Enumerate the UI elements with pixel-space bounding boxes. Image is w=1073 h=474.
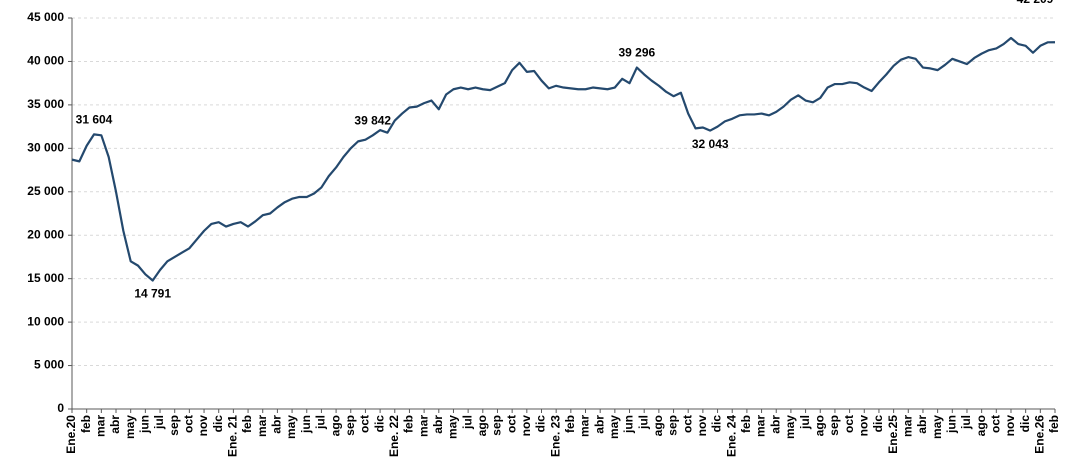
- x-tick-label: mar: [416, 415, 430, 437]
- x-tick-label: sep: [666, 415, 680, 436]
- x-tick-label: jun: [299, 415, 313, 434]
- x-tick-label: may: [123, 415, 137, 439]
- x-tick-label: Ene. 24: [724, 415, 738, 457]
- x-tick-label: abr: [768, 415, 782, 434]
- x-tick-label: feb: [739, 415, 753, 433]
- x-tick-label: jun: [944, 415, 958, 434]
- data-label: 32 043: [692, 137, 729, 151]
- x-tick-label: dic: [1018, 415, 1032, 433]
- x-tick-label: mar: [754, 415, 768, 437]
- y-tick-label: 30 000: [27, 141, 64, 155]
- x-tick-label: dic: [372, 415, 386, 433]
- y-tick-label: 0: [57, 401, 64, 415]
- x-tick-label: oct: [504, 415, 518, 433]
- x-tick-label: dic: [871, 415, 885, 433]
- x-tick-label: abr: [270, 415, 284, 434]
- y-tick-label: 25 000: [27, 184, 64, 198]
- y-tick-label: 35 000: [27, 97, 64, 111]
- x-tick-label: jul: [959, 415, 973, 430]
- x-tick-label: jul: [798, 415, 812, 430]
- x-tick-label: Ene.20: [64, 415, 78, 454]
- x-tick-label: abr: [108, 415, 122, 434]
- x-tick-label: jun: [622, 415, 636, 434]
- x-tick-label: nov: [196, 415, 210, 437]
- x-tick-label: ago: [475, 415, 489, 436]
- x-tick-label: jun: [138, 415, 152, 434]
- data-label: 14 791: [134, 287, 171, 301]
- x-tick-label: abr: [915, 415, 929, 434]
- x-tick-label: may: [930, 415, 944, 439]
- x-tick-label: feb: [1047, 415, 1061, 433]
- x-tick-label: may: [607, 415, 621, 439]
- x-tick-label: Ene.25: [886, 415, 900, 454]
- x-tick-label: dic: [534, 415, 548, 433]
- x-tick-label: dic: [211, 415, 225, 433]
- x-tick-label: oct: [842, 415, 856, 433]
- x-tick-label: ago: [812, 415, 826, 436]
- x-tick-label: ago: [651, 415, 665, 436]
- x-tick-label: abr: [431, 415, 445, 434]
- x-tick-label: mar: [94, 415, 108, 437]
- x-tick-label: oct: [680, 415, 694, 433]
- y-tick-label: 20 000: [27, 227, 64, 241]
- x-tick-label: Ene.26: [1033, 415, 1047, 454]
- data-label: 39 842: [354, 113, 391, 127]
- x-tick-label: jul: [460, 415, 474, 430]
- data-label: 42 209: [1017, 0, 1054, 6]
- x-tick-label: may: [783, 415, 797, 439]
- x-tick-label: sep: [167, 415, 181, 436]
- x-tick-label: jul: [314, 415, 328, 430]
- x-tick-label: nov: [695, 415, 709, 437]
- x-tick-label: mar: [578, 415, 592, 437]
- x-tick-label: dic: [710, 415, 724, 433]
- data-line: [71, 36, 1056, 282]
- x-tick-label: Ene. 22: [387, 415, 401, 457]
- x-tick-label: nov: [519, 415, 533, 437]
- x-tick-label: sep: [343, 415, 357, 436]
- y-tick-label: 10 000: [27, 314, 64, 328]
- x-tick-label: oct: [182, 415, 196, 433]
- x-tick-label: feb: [79, 415, 93, 433]
- x-tick-label: feb: [563, 415, 577, 433]
- x-tick-label: jul: [152, 415, 166, 430]
- x-tick-label: mar: [255, 415, 269, 437]
- x-tick-label: jul: [636, 415, 650, 430]
- x-tick-label: may: [446, 415, 460, 439]
- x-tick-label: sep: [827, 415, 841, 436]
- x-tick-label: ago: [974, 415, 988, 436]
- y-tick-label: 5 000: [34, 358, 64, 372]
- x-tick-label: nov: [1003, 415, 1017, 437]
- y-tick-label: 40 000: [27, 54, 64, 68]
- x-tick-label: abr: [592, 415, 606, 434]
- x-tick-label: mar: [900, 415, 914, 437]
- x-tick-label: Ene. 23: [548, 415, 562, 457]
- x-tick-label: Ene. 21: [226, 415, 240, 457]
- x-tick-label: ago: [328, 415, 342, 436]
- y-tick-label: 15 000: [27, 271, 64, 285]
- x-tick-label: feb: [402, 415, 416, 433]
- y-tick-label: 45 000: [27, 10, 64, 24]
- data-label: 31 604: [76, 113, 113, 127]
- data-label: 39 296: [619, 46, 656, 60]
- x-tick-label: oct: [358, 415, 372, 433]
- x-tick-label: sep: [490, 415, 504, 436]
- x-tick-label: nov: [856, 415, 870, 437]
- x-tick-label: feb: [240, 415, 254, 433]
- x-tick-label: oct: [988, 415, 1002, 433]
- x-tick-label: may: [284, 415, 298, 439]
